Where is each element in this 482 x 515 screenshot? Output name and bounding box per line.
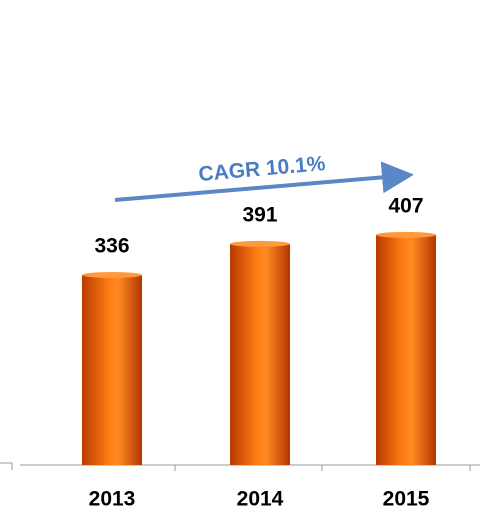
- bar: [376, 234, 436, 465]
- x-tick-label: 2014: [237, 488, 284, 511]
- annotation: CAGR 10.1%: [198, 152, 327, 186]
- bar: [82, 274, 142, 465]
- bar-cap: [376, 231, 436, 238]
- cagr-arrow: [114, 161, 414, 202]
- x-tick-label: 2015: [383, 488, 430, 511]
- bar: [230, 243, 290, 465]
- data-label: 391: [242, 203, 277, 226]
- bar-cap: [230, 240, 290, 247]
- bar-cap: [82, 271, 142, 278]
- x-tick-label: 2013: [89, 488, 136, 511]
- data-label: 407: [388, 194, 423, 217]
- axis-bracket: [0, 462, 13, 470]
- data-label: 336: [94, 235, 129, 258]
